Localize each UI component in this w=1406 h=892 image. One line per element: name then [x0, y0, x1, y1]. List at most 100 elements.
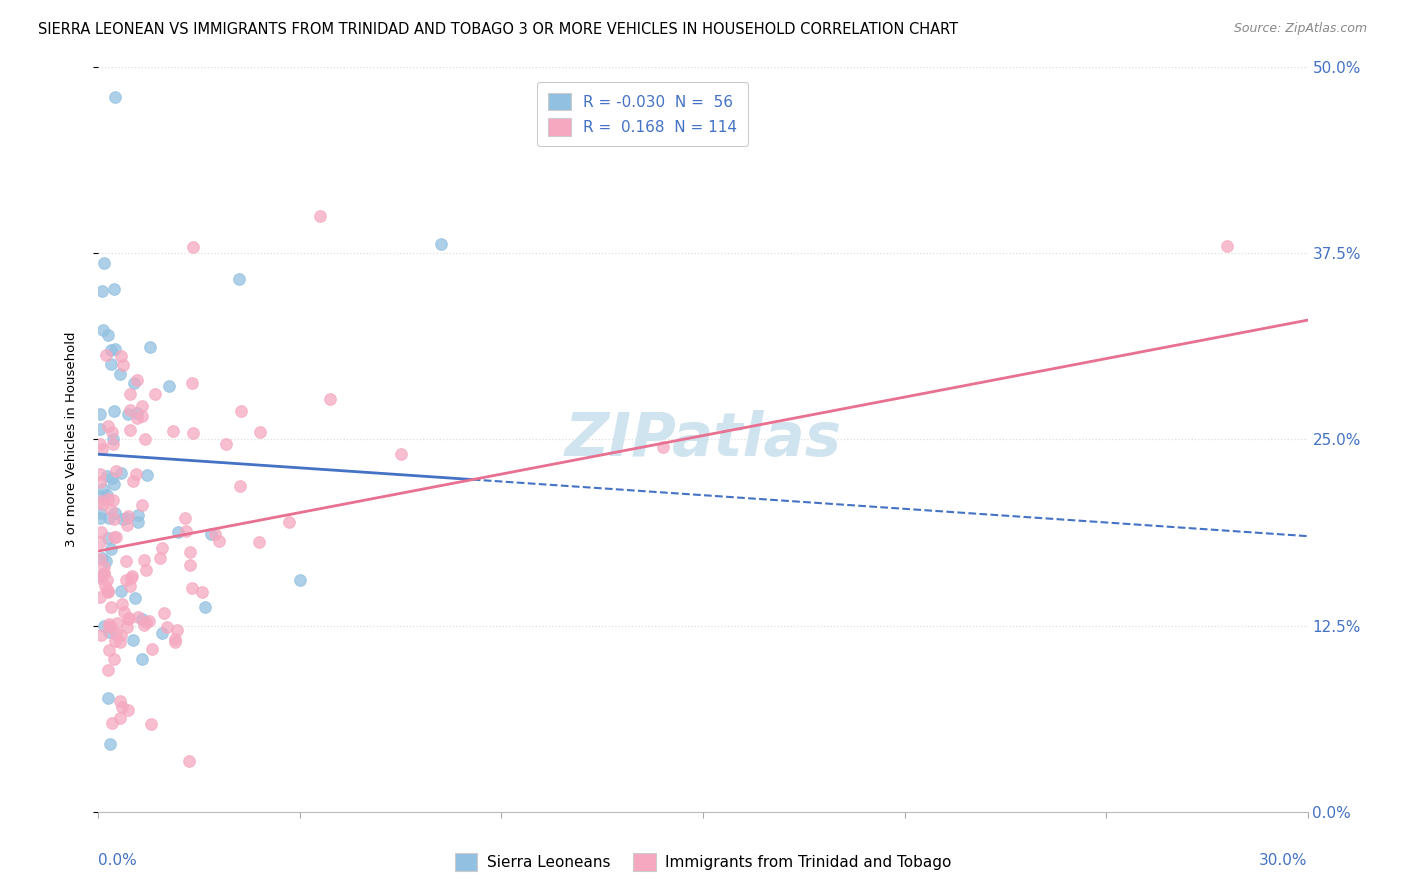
Point: [110, 711, 132, 725]
Point: [97, 663, 120, 677]
Point: [104, 506, 127, 520]
Point: [89, 590, 111, 604]
Legend: R = -0.030  N =  56, R =  0.168  N = 114: R = -0.030 N = 56, R = 0.168 N = 114: [537, 82, 748, 146]
Point: [117, 408, 139, 422]
Point: [127, 515, 149, 529]
Point: [111, 699, 134, 714]
Point: [98, 737, 121, 751]
Point: [89, 437, 111, 451]
Point: [89, 506, 111, 520]
Point: [136, 467, 159, 482]
Point: [89, 511, 111, 525]
Point: [122, 376, 145, 390]
Point: [191, 585, 214, 599]
Legend: Sierra Leoneans, Immigrants from Trinidad and Tobago: Sierra Leoneans, Immigrants from Trinida…: [449, 847, 957, 877]
Point: [91, 568, 114, 582]
Y-axis label: 3 or more Vehicles in Household: 3 or more Vehicles in Household: [65, 332, 77, 547]
Point: [103, 530, 125, 544]
Point: [131, 612, 153, 626]
Point: [89, 551, 111, 566]
Point: [131, 498, 153, 512]
Point: [93, 566, 115, 580]
Point: [89, 422, 111, 436]
Point: [96, 573, 118, 587]
Point: [103, 512, 125, 526]
Point: [100, 541, 122, 556]
Point: [112, 512, 135, 526]
Point: [90, 489, 112, 503]
Point: [101, 493, 124, 508]
Point: [166, 524, 188, 539]
Point: [153, 606, 176, 620]
Point: [96, 583, 118, 598]
Point: [149, 550, 172, 565]
Point: [249, 425, 271, 439]
Point: [118, 611, 141, 625]
Point: [181, 240, 204, 254]
Point: [121, 475, 143, 489]
Point: [132, 617, 155, 632]
Point: [122, 633, 145, 648]
Text: ZIPatlas: ZIPatlas: [564, 409, 842, 469]
Point: [208, 533, 231, 548]
Point: [194, 599, 217, 614]
Point: [118, 579, 141, 593]
Point: [112, 605, 135, 619]
Point: [103, 437, 125, 451]
Point: [309, 209, 332, 223]
Point: [94, 348, 117, 362]
Point: [105, 616, 128, 631]
Point: [89, 534, 111, 549]
Point: [651, 440, 673, 454]
Point: [134, 553, 156, 567]
Point: [93, 559, 115, 574]
Point: [101, 471, 124, 485]
Point: [90, 494, 112, 508]
Point: [118, 423, 141, 437]
Point: [229, 479, 252, 493]
Point: [112, 358, 135, 372]
Point: [176, 524, 198, 539]
Point: [96, 554, 118, 568]
Point: [98, 624, 121, 639]
Point: [93, 567, 115, 582]
Point: [200, 526, 222, 541]
Point: [110, 466, 132, 480]
Point: [100, 343, 122, 357]
Point: [104, 89, 127, 103]
Point: [91, 550, 114, 565]
Point: [97, 691, 120, 706]
Text: Source: ZipAtlas.com: Source: ZipAtlas.com: [1233, 22, 1367, 36]
Point: [96, 469, 118, 483]
Point: [100, 357, 122, 371]
Point: [97, 492, 120, 507]
Point: [90, 628, 112, 642]
Point: [180, 581, 202, 595]
Point: [104, 343, 127, 357]
Point: [134, 432, 156, 446]
Point: [173, 511, 195, 525]
Point: [228, 272, 250, 286]
Point: [162, 424, 184, 438]
Point: [117, 612, 139, 626]
Point: [89, 569, 111, 583]
Point: [125, 467, 148, 481]
Point: [143, 387, 166, 401]
Point: [97, 328, 120, 343]
Point: [131, 409, 153, 424]
Point: [91, 482, 114, 496]
Point: [110, 634, 132, 648]
Point: [97, 511, 120, 525]
Point: [89, 570, 111, 584]
Point: [120, 571, 142, 585]
Point: [91, 442, 114, 456]
Point: [93, 256, 115, 270]
Point: [97, 418, 120, 433]
Point: [94, 579, 117, 593]
Text: 30.0%: 30.0%: [1260, 853, 1308, 868]
Point: [89, 475, 111, 490]
Point: [100, 620, 122, 634]
Point: [117, 518, 139, 533]
Point: [100, 503, 122, 517]
Point: [101, 425, 124, 439]
